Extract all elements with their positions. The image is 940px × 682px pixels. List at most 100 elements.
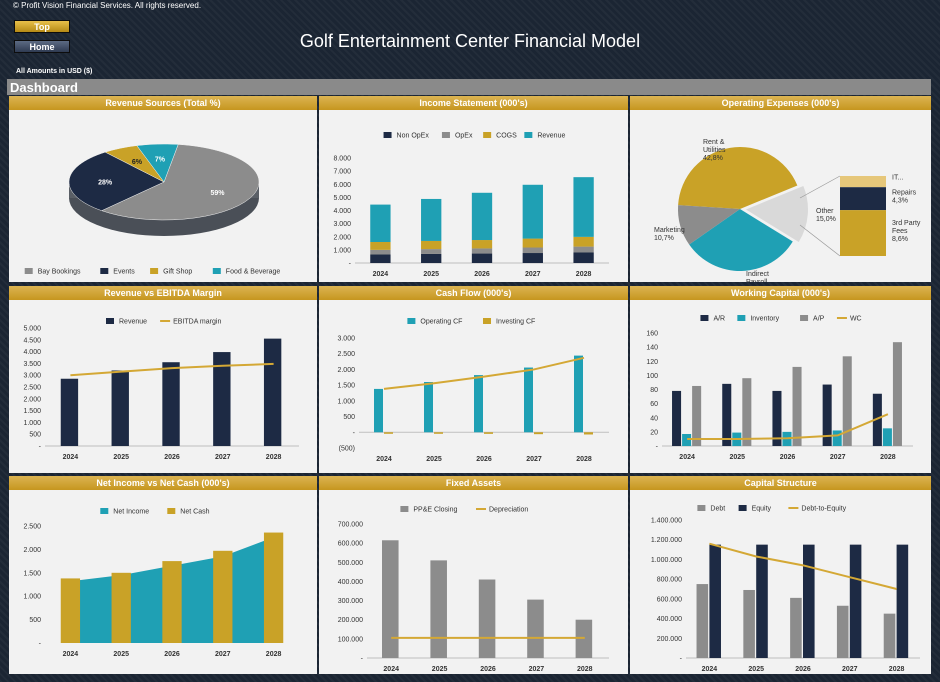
bar-cogs xyxy=(471,240,493,249)
bar-equity xyxy=(803,544,815,658)
y-tick-label: (500) xyxy=(339,446,355,453)
top-button[interactable]: Top xyxy=(14,20,70,33)
bar-pp-e-closing xyxy=(430,560,447,658)
x-tick-label: 2025 xyxy=(748,666,764,673)
legend-swatch-opex xyxy=(441,132,450,138)
bar-equity xyxy=(709,544,721,658)
bar-equity xyxy=(756,544,768,658)
bar-inventory xyxy=(882,428,892,446)
legend-label-debt: Debt xyxy=(710,506,725,513)
cash-flow-panel: Cash Flow (000's) Operating CF Investing … xyxy=(319,286,628,473)
bar-pp-e-closing xyxy=(478,579,496,658)
cash-flow-title: Cash Flow (000's) xyxy=(319,286,628,300)
bar-inventory xyxy=(832,430,842,446)
bar-opex xyxy=(471,248,493,254)
y-tick-label: 1.000.000 xyxy=(651,557,682,564)
bar-equity xyxy=(896,544,909,658)
bar-operating-cf xyxy=(474,375,483,433)
legend-label-non-opex: Non OpEx xyxy=(397,133,430,140)
x-tick-label: 2024 xyxy=(373,271,389,278)
y-tick-label: 60 xyxy=(650,401,658,408)
y-tick-label: 2.000 xyxy=(337,367,355,374)
pie-slice-indirect-payroll xyxy=(689,209,793,271)
y-tick-label: 1.500 xyxy=(23,408,41,415)
legend-swatch-a-p xyxy=(800,315,809,321)
fixed-assets-chart: PP&E Closing Depreciation - 100.000 200.000 3… xyxy=(338,506,609,673)
dashboard-label: Dashboard xyxy=(10,80,78,95)
bar-non-opex xyxy=(370,254,391,263)
pie-slice-rent-utilities xyxy=(678,147,798,209)
legend-label-inventory: Inventory xyxy=(750,316,779,323)
legend-label-ebitda-margin: EBITDA margin xyxy=(173,319,221,326)
bar-net-cash xyxy=(213,550,233,643)
operating-expenses-chart: Rent &Utilities42,8%IndirectPayroll31,5%… xyxy=(654,139,921,282)
legend-label-debt-to-equity: Debt-to-Equity xyxy=(801,506,846,513)
fixed-assets-panel: Fixed Assets PP&E Closing Depreciation - 10… xyxy=(319,476,628,674)
legend-label-food-beverage: Food & Beverage xyxy=(226,269,281,276)
x-tick-label: 2025 xyxy=(432,666,448,673)
bar-operating-cf xyxy=(574,355,583,433)
working-capital-panel: Working Capital (000's) A/R Inventory A/P W… xyxy=(630,286,931,473)
pie-category-label: Marketing xyxy=(654,227,685,234)
revenue-vs-ebitda-chart: Revenue EBITDA margin - 500 1.000 1.500 2.000 2… xyxy=(23,318,299,461)
x-tick-label: 2028 xyxy=(576,271,592,278)
x-tick-label: 2027 xyxy=(842,666,858,673)
y-tick-label: 500.000 xyxy=(338,560,363,567)
y-tick-label: 200.000 xyxy=(657,636,682,643)
bar-net-cash xyxy=(111,572,131,643)
legend-swatch-non-opex xyxy=(383,132,392,138)
y-tick-label: - xyxy=(39,641,42,648)
legend-label-revenue: Revenue xyxy=(537,133,565,140)
breakout-segment-it xyxy=(840,176,886,188)
breakout-category-label: Repairs xyxy=(892,190,917,197)
legend-swatch-cogs xyxy=(483,132,492,138)
pie-category-label: Rent & xyxy=(703,139,725,146)
bar-cogs xyxy=(573,236,594,247)
bar-debt xyxy=(790,597,802,658)
y-tick-label: 3.000 xyxy=(333,221,351,228)
bar-revenue xyxy=(421,198,442,241)
home-button[interactable]: Home xyxy=(14,40,70,53)
y-tick-label: 800.000 xyxy=(657,577,682,584)
pie-value-label: 59% xyxy=(210,190,225,197)
bar-revenue xyxy=(370,204,391,242)
legend-swatch-revenue xyxy=(106,318,114,324)
x-tick-label: 2026 xyxy=(164,454,180,461)
revenue-vs-ebitda-title: Revenue vs EBITDA Margin xyxy=(9,286,317,300)
legend-label-operating-cf: Operating CF xyxy=(420,319,462,326)
bar-a-r xyxy=(872,393,882,446)
legend-swatch-a-r xyxy=(700,315,709,321)
bar-opex xyxy=(573,246,594,253)
y-tick-label: 1.000 xyxy=(23,594,41,601)
breakout-connector xyxy=(799,224,841,257)
x-tick-label: 2028 xyxy=(266,454,282,461)
x-tick-label: 2028 xyxy=(577,666,593,673)
capital-structure-panel: Capital Structure Debt Equity Debt-to-Equi… xyxy=(630,476,931,674)
x-tick-label: 2027 xyxy=(525,271,541,278)
bar-revenue xyxy=(522,184,543,239)
y-tick-label: - xyxy=(680,656,683,663)
bar-a-p xyxy=(892,342,902,446)
legend-swatch-revenue xyxy=(524,132,533,138)
y-tick-label: 2.000 xyxy=(333,234,351,241)
y-tick-label: 2.500 xyxy=(337,351,355,358)
bar-a-p xyxy=(792,366,802,446)
bar-opex xyxy=(421,249,442,254)
y-tick-label: 6.000 xyxy=(333,182,351,189)
legend-swatch-net-income xyxy=(100,508,109,514)
bar-inventory xyxy=(682,433,692,446)
y-tick-label: 500 xyxy=(343,414,355,421)
legend-label-pp-e-closing: PP&E Closing xyxy=(413,507,457,514)
legend-swatch-gift-shop xyxy=(150,268,159,274)
income-statement-panel: Income Statement (000's) Non OpEx OpEx COG… xyxy=(319,96,628,282)
cash-flow-chart: Operating CF Investing CF (500) - 500 1.000 1.… xyxy=(337,318,609,463)
x-tick-label: 2024 xyxy=(376,456,392,463)
legend-swatch-debt xyxy=(697,505,706,511)
y-tick-label: 400.000 xyxy=(338,579,363,586)
breakout-segment-repairs xyxy=(840,187,886,211)
bar-debt xyxy=(696,584,709,658)
bar-cogs xyxy=(370,242,391,250)
y-tick-label: 4.000 xyxy=(23,349,41,356)
y-tick-label: 140 xyxy=(646,345,658,352)
bar-opex xyxy=(522,247,543,254)
